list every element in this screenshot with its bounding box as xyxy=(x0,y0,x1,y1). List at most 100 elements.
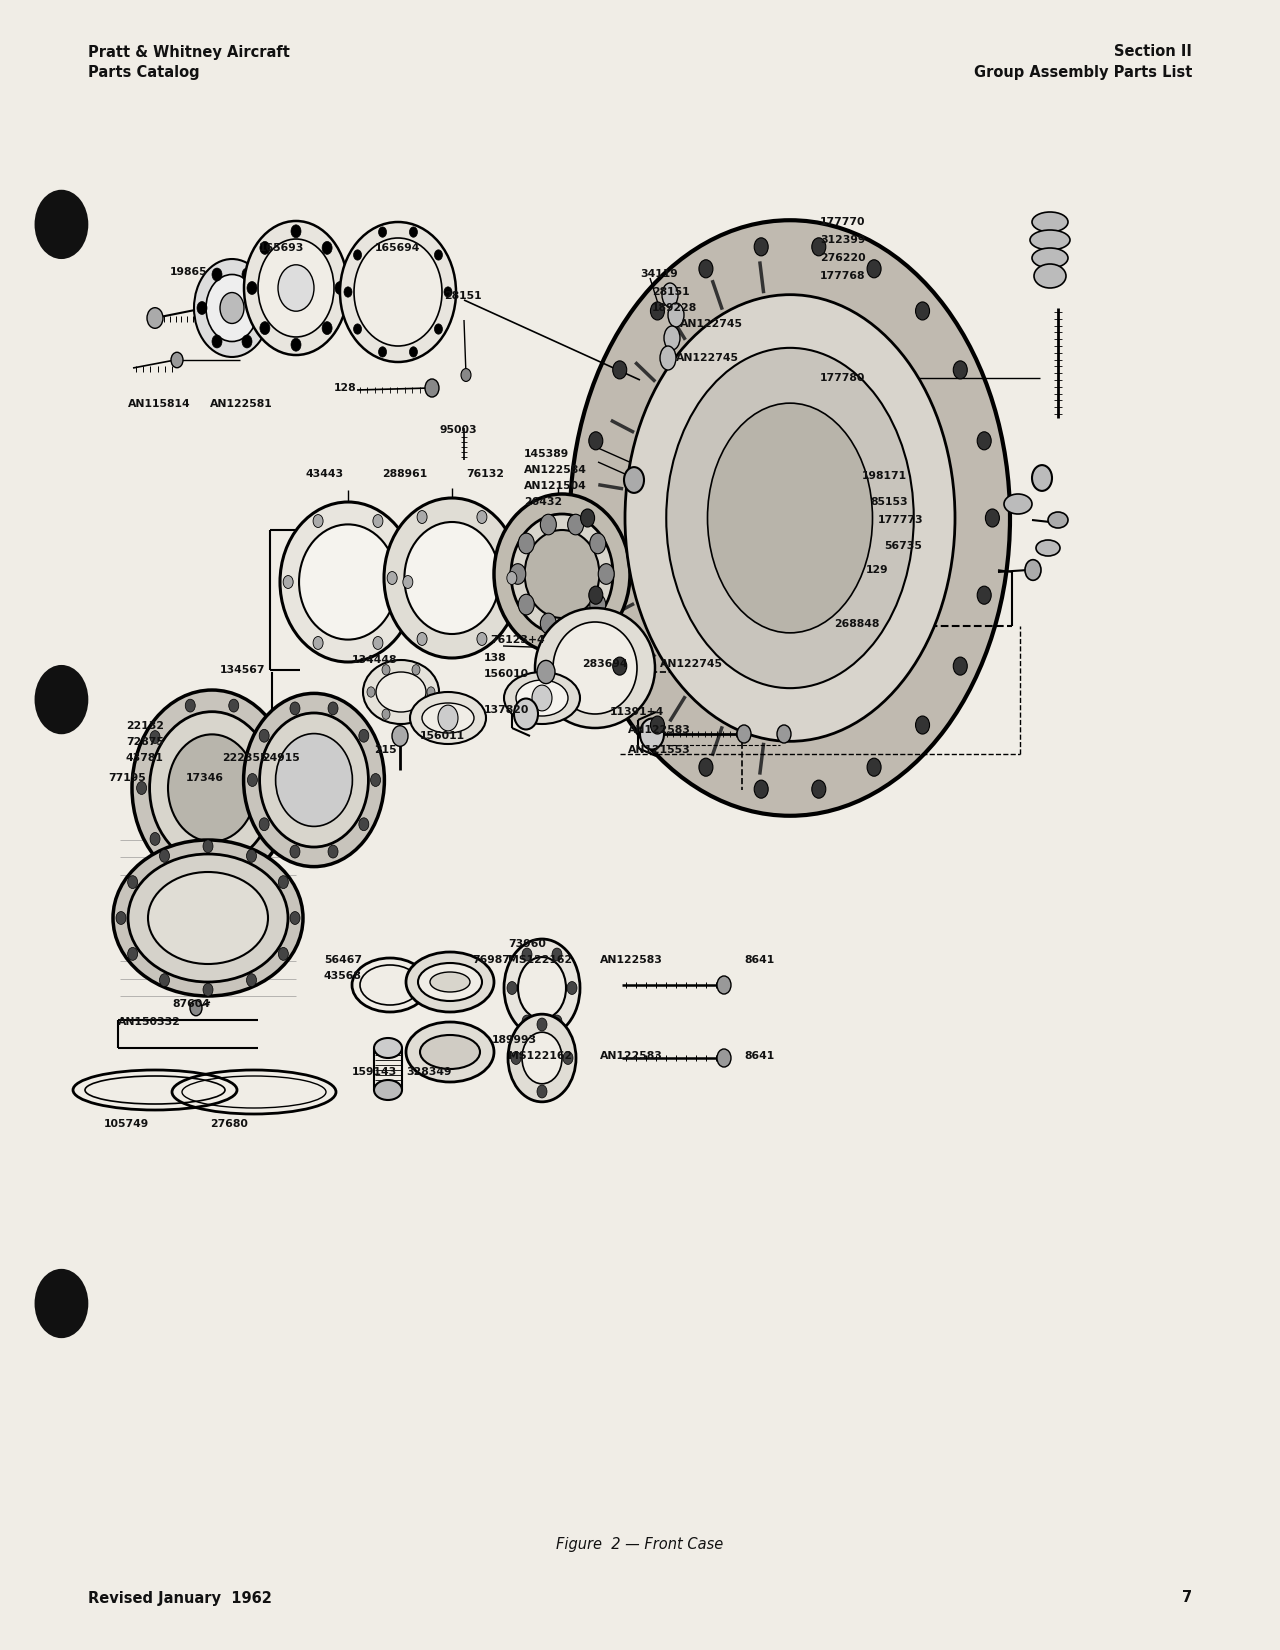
Text: 24915: 24915 xyxy=(262,752,300,762)
Circle shape xyxy=(567,614,584,634)
Ellipse shape xyxy=(1036,540,1060,556)
Ellipse shape xyxy=(374,1081,402,1101)
Text: 76132: 76132 xyxy=(466,469,504,478)
Ellipse shape xyxy=(1032,248,1068,267)
Circle shape xyxy=(538,660,556,683)
Circle shape xyxy=(291,845,300,858)
Text: 189228: 189228 xyxy=(652,304,698,314)
Text: 105749: 105749 xyxy=(104,1119,150,1129)
Text: 328349: 328349 xyxy=(406,1068,452,1077)
Circle shape xyxy=(291,224,301,238)
Circle shape xyxy=(518,533,534,554)
Text: 28151: 28151 xyxy=(652,287,690,297)
Ellipse shape xyxy=(516,680,568,716)
Circle shape xyxy=(212,267,221,280)
Text: AN150332: AN150332 xyxy=(118,1016,180,1026)
Text: 189993: 189993 xyxy=(492,1035,538,1044)
Circle shape xyxy=(518,594,534,615)
Circle shape xyxy=(598,564,614,584)
Circle shape xyxy=(538,1086,547,1097)
Ellipse shape xyxy=(406,1021,494,1082)
Circle shape xyxy=(242,267,252,280)
Circle shape xyxy=(699,259,713,277)
Text: 128: 128 xyxy=(334,383,357,393)
Text: 72875: 72875 xyxy=(125,738,164,747)
Circle shape xyxy=(247,974,256,987)
Text: 268848: 268848 xyxy=(835,619,879,629)
Text: 288961: 288961 xyxy=(381,469,428,478)
Circle shape xyxy=(403,576,413,589)
Ellipse shape xyxy=(667,348,914,688)
Circle shape xyxy=(259,729,269,742)
Ellipse shape xyxy=(404,521,499,634)
Text: MS122162: MS122162 xyxy=(508,1051,572,1061)
Circle shape xyxy=(353,323,361,335)
Text: 85153: 85153 xyxy=(870,497,908,507)
Circle shape xyxy=(754,238,768,256)
Text: Group Assembly Parts List: Group Assembly Parts List xyxy=(974,64,1192,79)
Circle shape xyxy=(353,249,361,261)
Ellipse shape xyxy=(113,840,303,997)
Ellipse shape xyxy=(300,525,397,640)
Text: AN122745: AN122745 xyxy=(680,318,742,328)
Text: AN122745: AN122745 xyxy=(676,353,739,363)
Text: AN122583: AN122583 xyxy=(600,1051,663,1061)
Circle shape xyxy=(1025,559,1041,581)
Circle shape xyxy=(613,657,627,675)
Circle shape xyxy=(589,432,603,450)
Circle shape xyxy=(137,782,147,794)
Circle shape xyxy=(540,614,557,634)
Text: Figure  2 — Front Case: Figure 2 — Front Case xyxy=(557,1538,723,1553)
Circle shape xyxy=(358,818,369,830)
Circle shape xyxy=(954,361,968,380)
Circle shape xyxy=(186,700,196,713)
Text: 56735: 56735 xyxy=(884,541,922,551)
Circle shape xyxy=(509,564,526,584)
Text: 177768: 177768 xyxy=(820,271,865,281)
Text: 215: 215 xyxy=(374,746,397,756)
Circle shape xyxy=(358,729,369,742)
Text: 145389: 145389 xyxy=(524,449,570,459)
Text: 76987: 76987 xyxy=(472,955,509,965)
Text: 8641: 8641 xyxy=(744,955,774,965)
Text: 43568: 43568 xyxy=(324,970,362,982)
Circle shape xyxy=(540,515,557,535)
Circle shape xyxy=(699,757,713,776)
Circle shape xyxy=(259,818,269,830)
Ellipse shape xyxy=(1004,493,1032,515)
Circle shape xyxy=(522,1033,562,1084)
Circle shape xyxy=(1032,465,1052,492)
Ellipse shape xyxy=(384,498,520,658)
Circle shape xyxy=(954,657,968,675)
Ellipse shape xyxy=(535,607,655,728)
Text: 43443: 43443 xyxy=(306,469,344,478)
Circle shape xyxy=(477,510,486,523)
Text: 312399: 312399 xyxy=(820,234,865,244)
Circle shape xyxy=(291,701,300,714)
Circle shape xyxy=(229,700,239,713)
Ellipse shape xyxy=(511,515,613,634)
Circle shape xyxy=(212,335,221,348)
Circle shape xyxy=(197,302,207,315)
Ellipse shape xyxy=(419,964,483,1002)
Circle shape xyxy=(128,947,138,960)
Ellipse shape xyxy=(243,693,384,866)
Circle shape xyxy=(260,322,270,335)
Ellipse shape xyxy=(364,660,439,724)
Circle shape xyxy=(507,571,517,584)
Circle shape xyxy=(613,361,627,380)
Text: MS122162: MS122162 xyxy=(508,955,572,965)
Circle shape xyxy=(247,282,257,294)
Text: Parts Catalog: Parts Catalog xyxy=(88,64,200,79)
Text: AN121504: AN121504 xyxy=(524,482,586,492)
Circle shape xyxy=(410,346,417,356)
Circle shape xyxy=(552,949,562,960)
Circle shape xyxy=(264,833,274,845)
Circle shape xyxy=(754,780,768,799)
Circle shape xyxy=(986,508,1000,526)
Circle shape xyxy=(220,292,244,323)
Text: AN121553: AN121553 xyxy=(628,746,691,756)
Circle shape xyxy=(477,632,486,645)
Text: 17346: 17346 xyxy=(186,772,224,784)
Circle shape xyxy=(147,307,163,328)
